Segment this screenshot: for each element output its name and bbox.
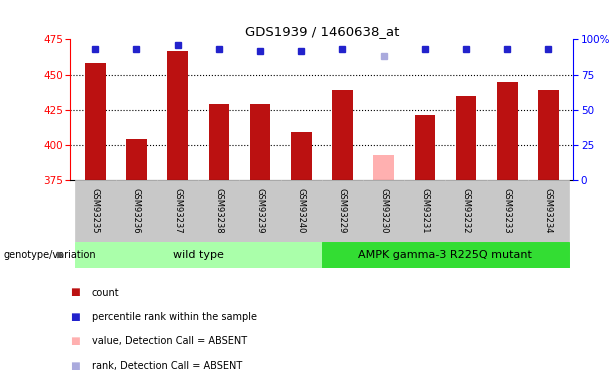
Text: GSM93237: GSM93237	[173, 188, 182, 234]
Bar	[249, 104, 270, 180]
Text: GSM93240: GSM93240	[297, 188, 306, 234]
Bar	[75, 180, 116, 242]
Bar	[332, 90, 352, 180]
Text: value, Detection Call = ABSENT: value, Detection Call = ABSENT	[92, 336, 247, 346]
Text: GSM93229: GSM93229	[338, 188, 347, 234]
Text: GSM93236: GSM93236	[132, 188, 141, 234]
Bar	[291, 132, 311, 180]
Text: GSM93232: GSM93232	[462, 188, 471, 234]
Bar	[414, 116, 435, 180]
Bar	[446, 180, 487, 242]
Title: GDS1939 / 1460638_at: GDS1939 / 1460638_at	[245, 25, 399, 38]
Bar	[528, 180, 569, 242]
Text: ■: ■	[70, 336, 80, 346]
Text: ■: ■	[70, 288, 80, 297]
Bar	[404, 180, 446, 242]
Bar	[497, 82, 517, 180]
Bar	[373, 154, 394, 180]
Text: genotype/variation: genotype/variation	[3, 250, 96, 260]
Bar	[167, 51, 188, 180]
Text: AMPK gamma-3 R225Q mutant: AMPK gamma-3 R225Q mutant	[359, 250, 532, 260]
Text: GSM93233: GSM93233	[503, 188, 512, 234]
Bar	[322, 242, 569, 268]
Text: count: count	[92, 288, 120, 297]
Text: GSM93239: GSM93239	[256, 188, 265, 234]
Bar	[363, 180, 404, 242]
Bar	[487, 180, 528, 242]
Text: GSM93234: GSM93234	[544, 188, 553, 234]
Bar	[240, 180, 281, 242]
Text: GSM93231: GSM93231	[421, 188, 429, 234]
Bar	[322, 180, 363, 242]
Bar	[157, 180, 198, 242]
Bar	[208, 104, 229, 180]
Bar	[538, 90, 558, 180]
Bar	[281, 180, 322, 242]
Bar	[198, 180, 240, 242]
Bar	[116, 180, 157, 242]
Text: percentile rank within the sample: percentile rank within the sample	[92, 312, 257, 322]
Text: ■: ■	[70, 361, 80, 370]
Text: GSM93230: GSM93230	[379, 188, 388, 234]
Bar	[126, 139, 147, 180]
Bar	[75, 242, 322, 268]
Text: GSM93238: GSM93238	[215, 188, 223, 234]
Text: GSM93235: GSM93235	[91, 188, 100, 234]
Text: rank, Detection Call = ABSENT: rank, Detection Call = ABSENT	[92, 361, 242, 370]
Text: wild type: wild type	[173, 250, 224, 260]
Bar	[85, 63, 105, 180]
Text: ■: ■	[70, 312, 80, 322]
Bar	[455, 96, 476, 180]
